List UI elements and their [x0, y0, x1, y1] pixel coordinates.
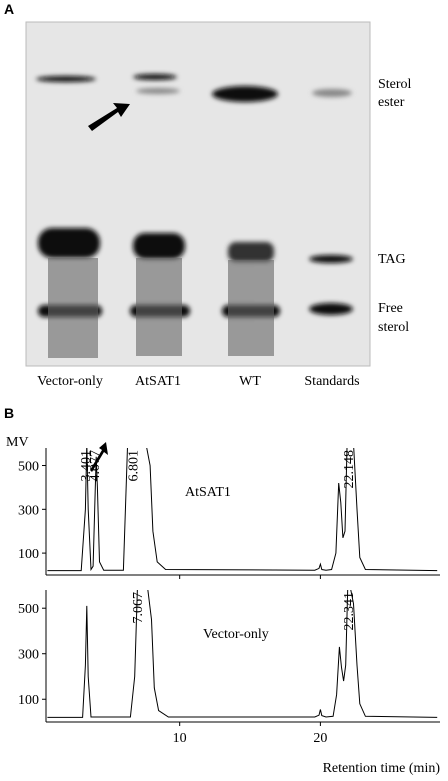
- trace: [47, 448, 438, 572]
- lane-label: Vector-only: [37, 374, 103, 389]
- peak-label: 4.077: [88, 450, 103, 482]
- peak-label: 3.401: [79, 450, 94, 482]
- x-tick-label: 20: [313, 731, 327, 746]
- panel-label: B: [4, 405, 14, 421]
- band-label: Free: [378, 301, 403, 316]
- lane-label: WT: [239, 374, 261, 389]
- peak-label: 6.801: [127, 450, 142, 482]
- y-tick-label: 100: [18, 693, 39, 708]
- x-axis-label: Retention time (min): [323, 761, 441, 776]
- trace: [47, 590, 438, 718]
- tlc-plate: [25, 21, 371, 367]
- arrow: [90, 442, 108, 472]
- peak-label: 7.067: [131, 592, 146, 624]
- panel-label: A: [4, 1, 14, 17]
- x-tick-label: 10: [173, 731, 187, 746]
- y-tick-label: 100: [18, 547, 39, 562]
- band-label: Sterol: [378, 77, 412, 92]
- y-tick-label: 500: [18, 602, 39, 617]
- band-label: sterol: [378, 320, 409, 335]
- band-label: TAG: [378, 252, 406, 267]
- trace-label: Vector-only: [203, 627, 269, 642]
- peak-label: 22.148: [342, 450, 357, 489]
- y-tick-label: 500: [18, 460, 39, 475]
- trace-label: AtSAT1: [185, 485, 231, 500]
- lane-label: AtSAT1: [135, 374, 181, 389]
- y-axis-label: MV: [6, 435, 29, 450]
- band-label: ester: [378, 95, 405, 110]
- lane-label: Standards: [304, 374, 359, 389]
- y-tick-label: 300: [18, 503, 39, 518]
- y-tick-label: 300: [18, 648, 39, 663]
- peak-label: 22.341: [342, 592, 357, 631]
